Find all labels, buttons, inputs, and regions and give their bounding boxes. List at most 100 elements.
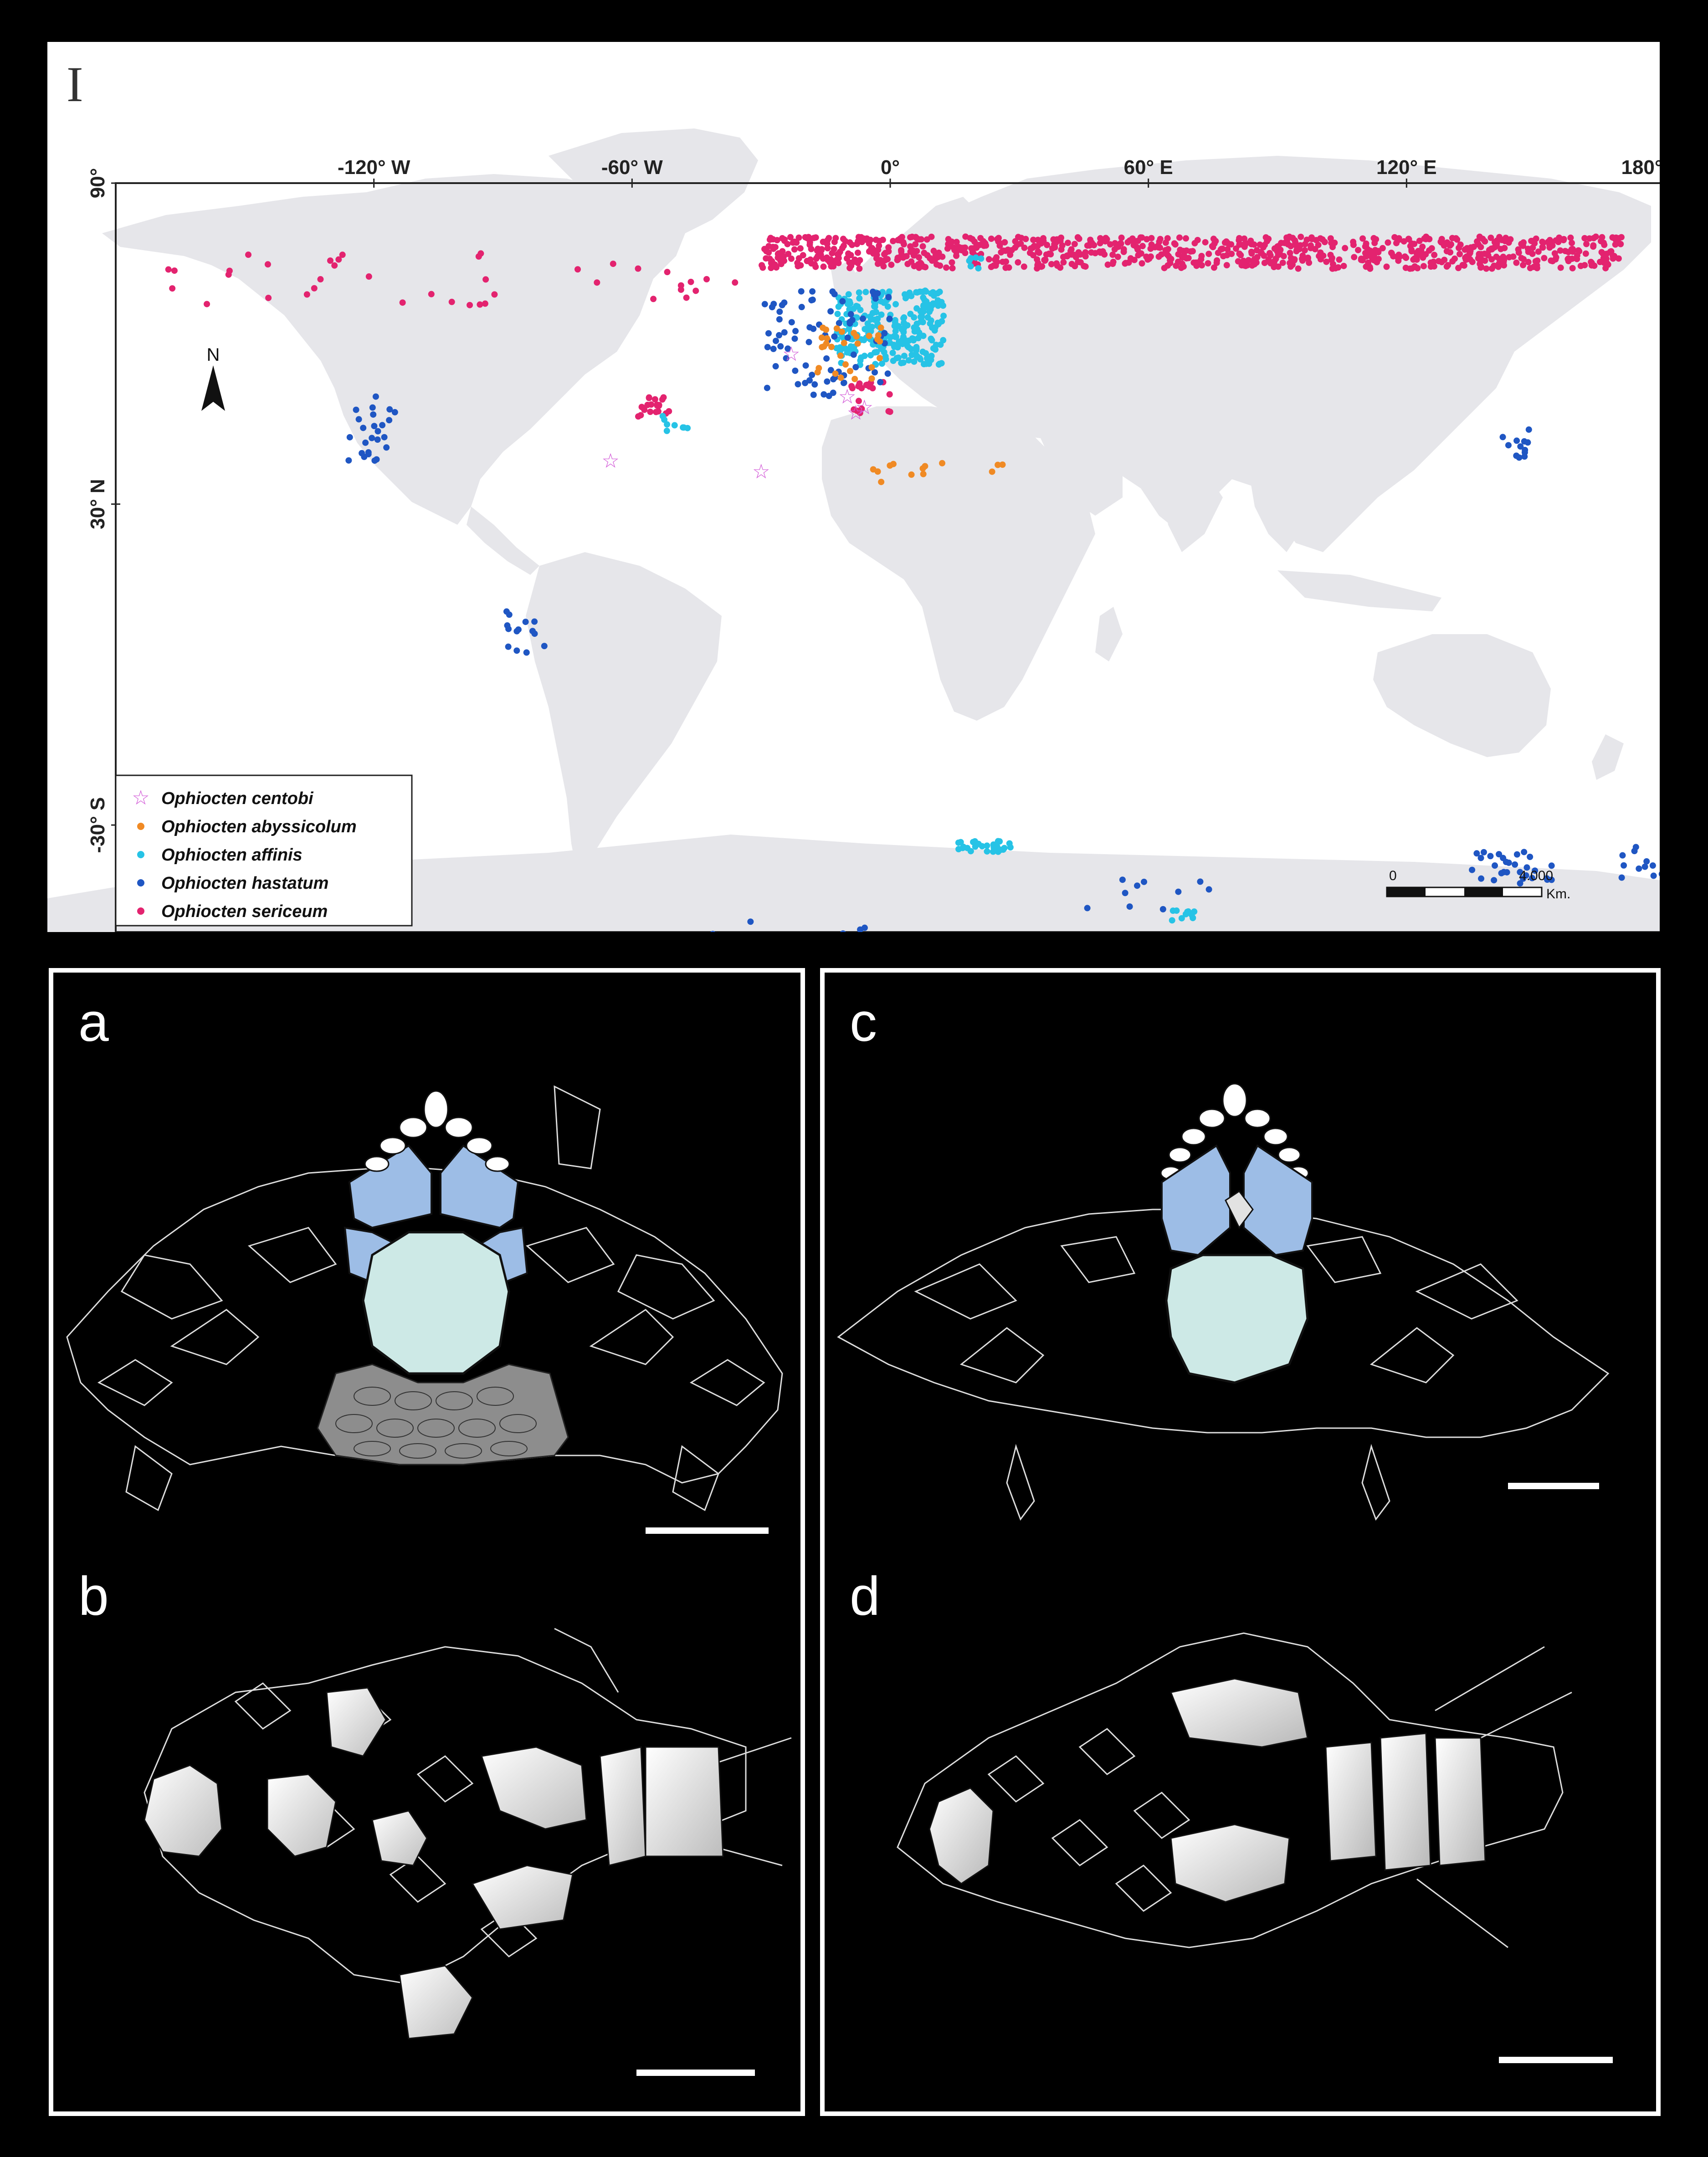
occurrence-point xyxy=(930,345,937,352)
occurrence-point xyxy=(795,263,801,270)
occurrence-point xyxy=(1236,235,1243,241)
occurrence-point xyxy=(1478,263,1485,270)
occurrence-point xyxy=(1597,259,1604,266)
occurrence-point xyxy=(841,379,847,386)
occurrence-point xyxy=(777,343,784,350)
occurrence-point xyxy=(379,422,386,429)
occurrence-point xyxy=(369,435,375,441)
occurrence-point xyxy=(1021,244,1028,251)
occurrence-point xyxy=(900,315,907,322)
occurrence-point xyxy=(339,251,346,258)
panel-a-gray-scales xyxy=(317,1363,569,1465)
occurrence-point xyxy=(873,309,880,316)
occurrence-point xyxy=(482,276,489,283)
occurrence-point xyxy=(1054,262,1061,269)
occurrence-point xyxy=(862,289,869,296)
occurrence-point xyxy=(815,246,821,252)
occurrence-point xyxy=(916,264,923,271)
legend-label: Ophiocten abyssicolum xyxy=(161,817,357,836)
occurrence-point xyxy=(1182,235,1189,242)
occurrence-point xyxy=(821,391,827,398)
occurrence-point xyxy=(1152,244,1159,251)
occurrence-point xyxy=(993,254,1000,261)
occurrence-point xyxy=(846,306,853,313)
panel-cd: c d xyxy=(820,968,1661,2116)
occurrence-point xyxy=(1177,246,1184,253)
occurrence-point xyxy=(1017,240,1024,247)
occurrence-point xyxy=(491,291,498,298)
occurrence-point xyxy=(1517,880,1523,887)
occurrence-point xyxy=(1060,254,1067,261)
occurrence-point xyxy=(790,239,796,246)
occurrence-point xyxy=(1632,844,1639,851)
occurrence-point xyxy=(574,266,581,273)
occurrence-point xyxy=(1042,256,1049,263)
occurrence-point xyxy=(920,471,927,477)
occurrence-point xyxy=(1141,878,1148,885)
occurrence-point xyxy=(360,425,367,431)
occurrence-point xyxy=(1420,254,1426,261)
occurrence-point xyxy=(482,300,488,307)
occurrence-point xyxy=(1051,244,1058,251)
occurrence-point xyxy=(1583,241,1590,247)
occurrence-point xyxy=(851,329,857,336)
occurrence-point xyxy=(840,930,846,932)
occurrence-point xyxy=(1590,242,1597,249)
occurrence-point xyxy=(1109,251,1116,258)
occurrence-point xyxy=(779,235,786,242)
centobi-star-icon: ☆ xyxy=(856,396,873,419)
occurrence-point xyxy=(1449,235,1456,241)
occurrence-point xyxy=(1210,244,1216,251)
panel-c-scale-bar xyxy=(1508,1483,1599,1489)
occurrence-point xyxy=(909,233,916,240)
occurrence-point xyxy=(765,243,772,250)
occurrence-point xyxy=(926,360,933,367)
occurrence-point xyxy=(988,263,995,270)
occurrence-point xyxy=(1525,426,1532,433)
occurrence-point xyxy=(515,626,522,633)
occurrence-point xyxy=(871,291,877,298)
occurrence-point xyxy=(383,444,390,451)
occurrence-point xyxy=(964,845,971,851)
occurrence-point xyxy=(949,265,956,272)
occurrence-point xyxy=(795,255,802,262)
occurrence-point xyxy=(477,250,484,257)
occurrence-point xyxy=(1505,859,1512,866)
occurrence-point xyxy=(637,412,644,419)
occurrence-point xyxy=(531,618,538,625)
occurrence-point xyxy=(1480,849,1487,856)
occurrence-point xyxy=(1194,236,1201,243)
occurrence-point xyxy=(656,402,662,409)
occurrence-point xyxy=(374,436,381,443)
centobi-star-icon: ☆ xyxy=(847,401,865,425)
occurrence-point xyxy=(594,279,600,286)
occurrence-point xyxy=(1082,253,1089,260)
panel-b-white-plates xyxy=(144,1687,724,2039)
occurrence-point xyxy=(892,333,899,340)
occurrence-point xyxy=(1483,265,1490,272)
occurrence-point xyxy=(1224,246,1231,253)
occurrence-point xyxy=(1455,265,1462,272)
occurrence-point xyxy=(361,453,368,460)
occurrence-point xyxy=(856,289,862,296)
occurrence-point xyxy=(1522,446,1528,453)
occurrence-point xyxy=(1157,236,1164,242)
occurrence-point xyxy=(1312,246,1318,252)
occurrence-point xyxy=(910,337,917,344)
occurrence-point xyxy=(710,931,716,932)
occurrence-point xyxy=(843,255,850,262)
occurrence-point xyxy=(1134,237,1141,244)
occurrence-point xyxy=(792,367,799,374)
occurrence-point xyxy=(929,302,936,309)
occurrence-point xyxy=(1065,240,1072,246)
occurrence-point xyxy=(886,315,893,322)
north-arrow-icon xyxy=(201,365,225,411)
occurrence-point xyxy=(861,337,867,343)
occurrence-point xyxy=(1527,854,1534,861)
occurrence-point xyxy=(1047,251,1054,258)
occurrence-point xyxy=(1146,255,1153,262)
occurrence-point xyxy=(832,235,839,241)
occurrence-point xyxy=(867,313,874,320)
scandinavia xyxy=(904,197,981,279)
occurrence-point xyxy=(1289,235,1296,241)
